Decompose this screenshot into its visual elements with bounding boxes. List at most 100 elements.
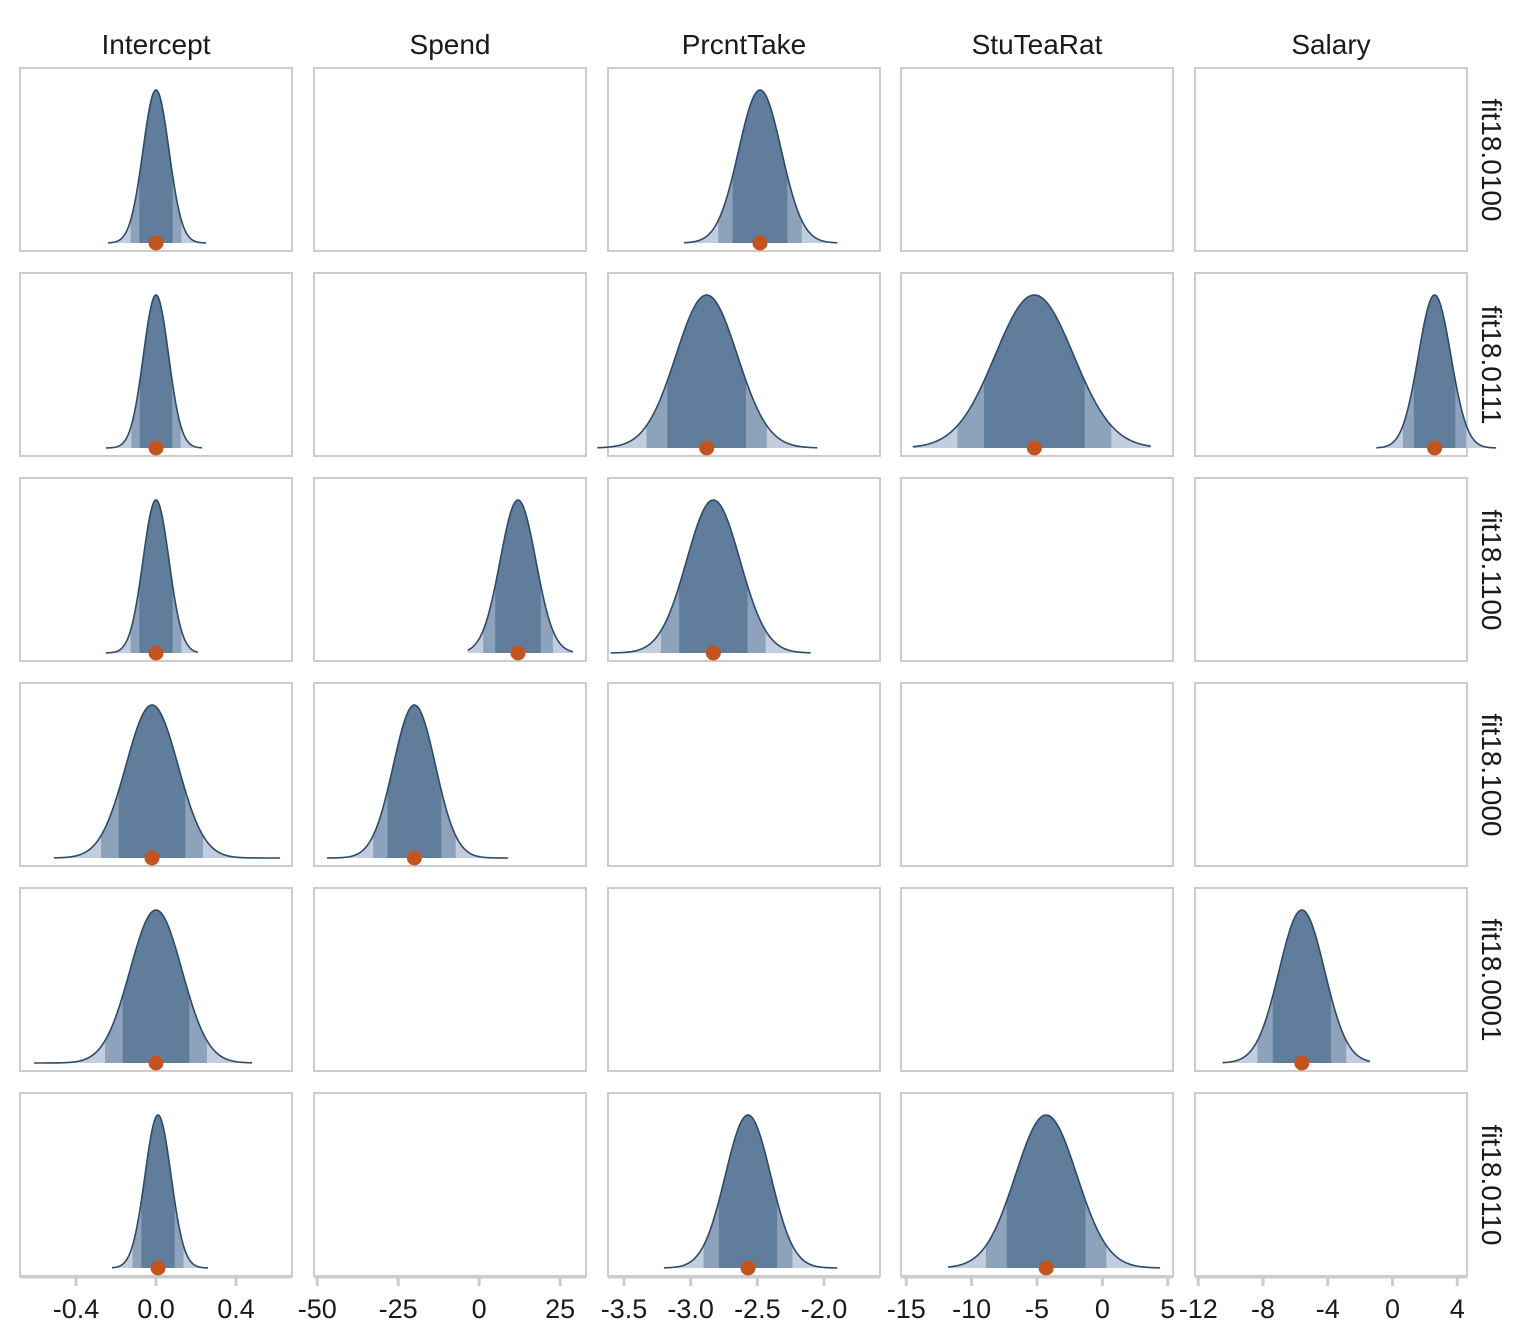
density-fit18-1100-prcnttake [610,499,811,661]
row-headers: fit18.0100 fit18.0111 fit18.1100 fit18.1… [1476,99,1507,1246]
x-axes: -0.4 0.0 0.4 -50 -25 0 25 -3.5 -3.0 -2.5 -2.0 -15 -1… [20,1275,1467,1324]
density-curve-fit18-0100-prcnttake [683,89,838,244]
column-header-stutearat: StuTeaRat [972,29,1103,60]
density-fit18-1000-spend [326,704,509,866]
density-curve-fit18-1000-intercept [53,704,280,859]
panel-frame-fit18-0100-stutearat [900,67,1174,252]
x-tick-label-stutearat-3: 0 [1095,1294,1110,1324]
row-header-fit18-0001: fit18.0001 [1476,919,1507,1042]
panel-frame-fit18-0110-salary [1194,1092,1468,1277]
interval-inner-fit18-1100-intercept [139,500,173,653]
x-tick-label-prcnttake-3: -2.0 [801,1294,848,1324]
x-tick-label-salary-2: -4 [1316,1294,1340,1324]
interval-inner-fit18-0111-salary [1413,295,1456,448]
column-header-prcnttake: PrcntTake [682,29,807,60]
interval-inner-fit18-0100-intercept [139,90,173,243]
median-point-fit18-1000-intercept [144,850,160,866]
density-fit18-0111-stutearat [912,294,1151,456]
x-tick-label-intercept-0: -0.4 [53,1294,100,1324]
median-point-fit18-0111-stutearat [1026,440,1042,456]
median-point-fit18-1000-spend [406,850,422,866]
median-point-fit18-0100-intercept [148,235,164,251]
density-curve-fit18-0100-intercept [107,89,207,244]
density-curve-fit18-0110-stutearat [947,1114,1160,1269]
density-fit18-1100-intercept [105,499,199,661]
x-tick-label-salary-4: 4 [1450,1294,1465,1324]
density-fit18-0111-intercept [105,294,203,456]
x-tick-label-intercept-1: 0.0 [137,1294,175,1324]
density-curve-fit18-1100-spend [467,499,574,653]
column-header-salary: Salary [1291,29,1370,60]
median-point-fit18-0110-prcnttake [740,1260,756,1276]
density-curve-fit18-1100-intercept [105,499,199,654]
panel-frame-fit18-1100-stutearat [900,477,1174,662]
density-fit18-0100-intercept [107,89,207,251]
median-point-fit18-0111-prcnttake [699,440,715,456]
x-tick-label-prcnttake-0: -3.5 [601,1294,648,1324]
panel-frames [19,67,1468,1277]
density-curve-fit18-0110-intercept [111,1114,209,1269]
median-point-fit18-0001-intercept [148,1055,164,1071]
panel-frame-fit18-1000-stutearat [900,682,1174,867]
interval-inner-fit18-1000-spend [387,705,442,858]
x-tick-label-prcnttake-1: -3.0 [667,1294,714,1324]
column-header-intercept: Intercept [102,29,211,60]
density-fit18-0110-prcnttake [663,1114,838,1276]
panel-frame-fit18-0110-spend [313,1092,587,1277]
density-marks [34,89,1497,1276]
x-tick-label-prcnttake-2: -2.5 [734,1294,781,1324]
density-fit18-0111-prcnttake [597,294,818,456]
x-tick-label-intercept-2: 0.4 [217,1294,255,1324]
median-point-fit18-1100-prcnttake [705,645,721,661]
panel-frame-fit18-1000-prcnttake [607,682,881,867]
panel-frame-fit18-0001-stutearat [900,887,1174,1072]
density-curve-fit18-1100-prcnttake [610,499,811,654]
panel-frame-fit18-1100-salary [1194,477,1468,662]
density-curve-fit18-0111-prcnttake [597,294,818,449]
density-fit18-1100-spend [467,499,574,661]
interval-inner-fit18-1100-spend [495,500,541,653]
density-curve-fit18-0110-prcnttake [663,1114,838,1269]
x-tick-label-stutearat-2: -5 [1025,1294,1049,1324]
interval-inner-fit18-0110-stutearat [1006,1115,1086,1268]
x-tick-label-spend-3: 25 [545,1294,575,1324]
median-point-fit18-0001-salary [1294,1055,1310,1071]
x-tick-label-spend-2: 0 [472,1294,487,1324]
x-tick-label-salary-1: -8 [1251,1294,1275,1324]
panel-frame-fit18-0100-salary [1194,67,1468,252]
interval-inner-fit18-1100-prcnttake [679,500,748,653]
median-point-fit18-0100-prcnttake [752,235,768,251]
median-point-fit18-1100-spend [510,645,526,661]
density-curve-fit18-0111-intercept [105,294,203,449]
panel-frame-fit18-0111-spend [313,272,587,457]
interval-inner-fit18-0001-salary [1272,910,1331,1063]
median-point-fit18-1100-intercept [148,645,164,661]
panel-frame-fit18-1000-salary [1194,682,1468,867]
x-tick-label-spend-0: -50 [298,1294,337,1324]
row-header-fit18-0111: fit18.0111 [1476,306,1507,425]
interval-inner-fit18-0100-prcnttake [732,90,788,243]
density-curve-fit18-1000-spend [326,704,509,859]
x-tick-label-stutearat-0: -15 [887,1294,926,1324]
interval-inner-fit18-0001-intercept [122,910,190,1063]
x-tick-label-spend-1: -25 [379,1294,418,1324]
density-fit18-0100-prcnttake [683,89,838,251]
x-tick-label-salary-0: -12 [1179,1294,1218,1324]
density-curve-fit18-0001-salary [1222,909,1371,1064]
median-point-fit18-0111-intercept [148,440,164,456]
interval-inner-fit18-0111-prcnttake [667,295,746,448]
x-tick-label-stutearat-4: 5 [1160,1294,1175,1324]
interval-inner-fit18-1000-intercept [118,705,186,858]
density-fit18-0110-intercept [111,1114,209,1276]
x-tick-label-salary-3: 0 [1385,1294,1400,1324]
row-header-fit18-0110: fit18.0110 [1476,1125,1507,1246]
panel-frame-fit18-0001-spend [313,887,587,1072]
density-curve-fit18-0111-stutearat [912,294,1151,448]
row-header-fit18-1100: fit18.1100 [1476,510,1507,631]
column-header-spend: Spend [410,29,491,60]
column-headers: Intercept Spend PrcntTake StuTeaRat Sala… [102,29,1371,60]
row-header-fit18-1000: fit18.1000 [1476,714,1507,837]
panel-frame-fit18-0001-prcnttake [607,887,881,1072]
density-fit18-0001-salary [1222,909,1371,1071]
